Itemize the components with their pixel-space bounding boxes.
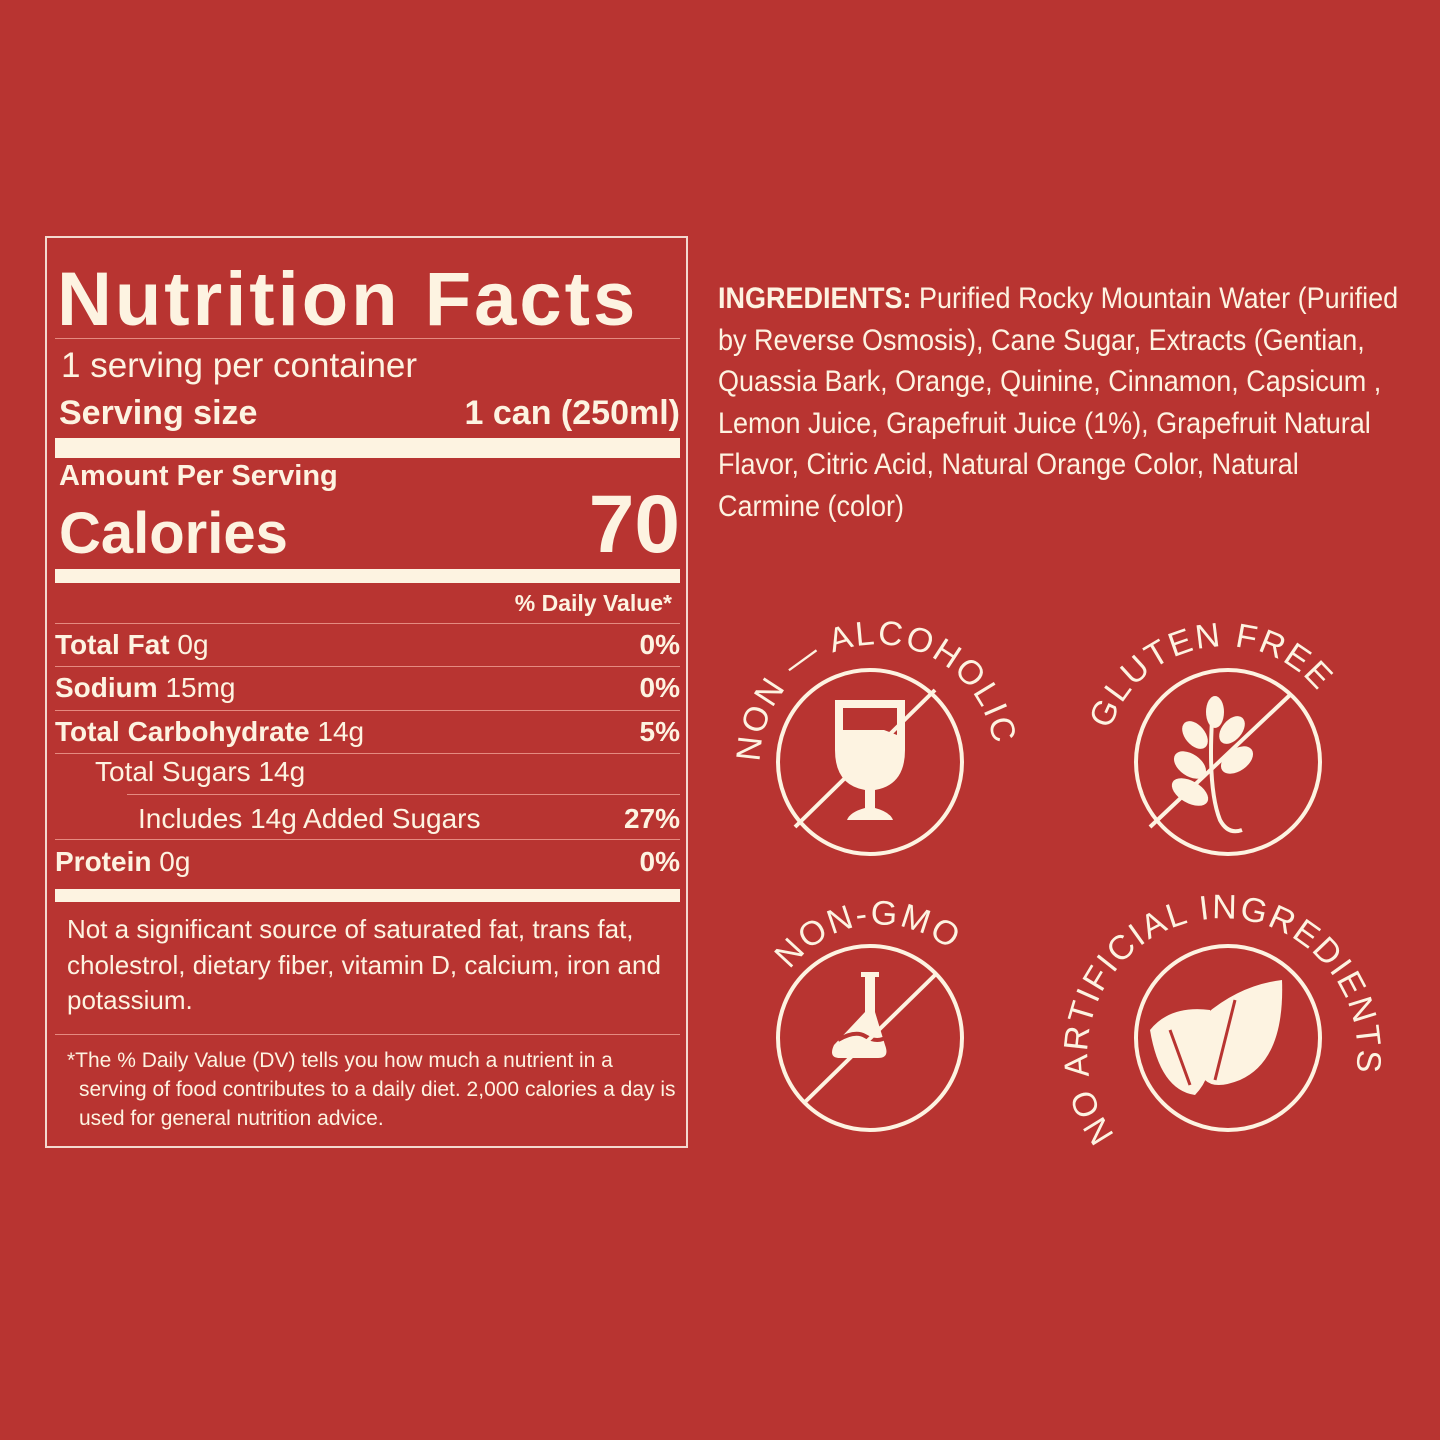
leaves-icon [1150, 980, 1283, 1095]
nutrient-amount: 14g [317, 716, 365, 747]
ingredients-list: Purified Rocky Mountain Water (Purified … [718, 282, 1399, 523]
nutrient-amount: 15mg [165, 672, 236, 703]
nutrient-row-protein: Protein 0g 0% [55, 842, 680, 882]
nutrient-dv: 5% [639, 716, 680, 747]
ingredients-text: INGREDIENTS: Purified Rocky Mountain Wat… [718, 278, 1402, 528]
nutrient-dv: 27% [623, 803, 680, 834]
calories-label: Calories [59, 501, 288, 566]
nutrient-name: Sodium [55, 672, 158, 703]
serving-size-label: Serving size [59, 394, 258, 432]
nutrient-row-total-fat: Total Fat 0g 0% [55, 625, 680, 665]
serving-size-value: 1 can (250ml) [464, 394, 680, 432]
nutrient-name: Total Fat [55, 629, 170, 660]
ingredients-label: INGREDIENTS: [718, 282, 912, 315]
nutrient-dv: 0% [639, 629, 680, 660]
nutrient-row-total-sugars: Total Sugars 14g [95, 752, 680, 792]
nutrient-name: Protein [55, 846, 152, 877]
nutrient-name: Total Carbohydrate [55, 716, 310, 747]
daily-value-footnote: *The % Daily Value (DV) tells you how mu… [67, 1049, 676, 1130]
nutrition-title: Nutrition Facts [57, 257, 639, 342]
badge-gluten-free: GLUTEN FREE [1082, 616, 1339, 856]
thick-divider [55, 569, 680, 583]
nutrient-amount: 0g [159, 846, 191, 877]
daily-value-header: % Daily Value* [514, 590, 672, 616]
thick-divider [55, 438, 680, 458]
calories-value: 70 [588, 479, 680, 570]
nutrient-name: Total Sugars 14g [95, 756, 306, 787]
badge-text: NON-GMO [767, 894, 968, 975]
nutrient-row-carbohydrate: Total Carbohydrate 14g 5% [55, 712, 680, 752]
nutrient-dv: 0% [639, 672, 680, 703]
amount-per-serving: Amount Per Serving [59, 460, 338, 492]
not-significant-note: Not a significant source of saturated fa… [67, 914, 661, 1015]
badge-non-gmo: NON-GMO [767, 894, 968, 1132]
thick-divider [55, 889, 680, 902]
nutrient-row-sodium: Sodium 15mg 0% [55, 668, 680, 708]
servings-per-container: 1 serving per container [61, 346, 418, 385]
nutrient-name: Includes 14g Added Sugars [138, 803, 481, 834]
wheat-icon [1171, 696, 1254, 834]
nutrient-amount: 0g [177, 629, 209, 660]
flask-icon [832, 972, 890, 1058]
nutrient-row-added-sugars: Includes 14g Added Sugars 27% [138, 799, 680, 839]
badge-non-alcoholic: NON — ALCOHOLIC [729, 614, 1022, 856]
wine-glass-icon [835, 700, 905, 820]
nutrition-facts-label: Nutrition Facts 1 serving per container … [45, 236, 688, 1148]
nutrient-dv: 0% [639, 846, 680, 877]
badge-no-artificial-ingredients: NO ARTIFICIAL INGREDIENTS [1057, 888, 1386, 1151]
